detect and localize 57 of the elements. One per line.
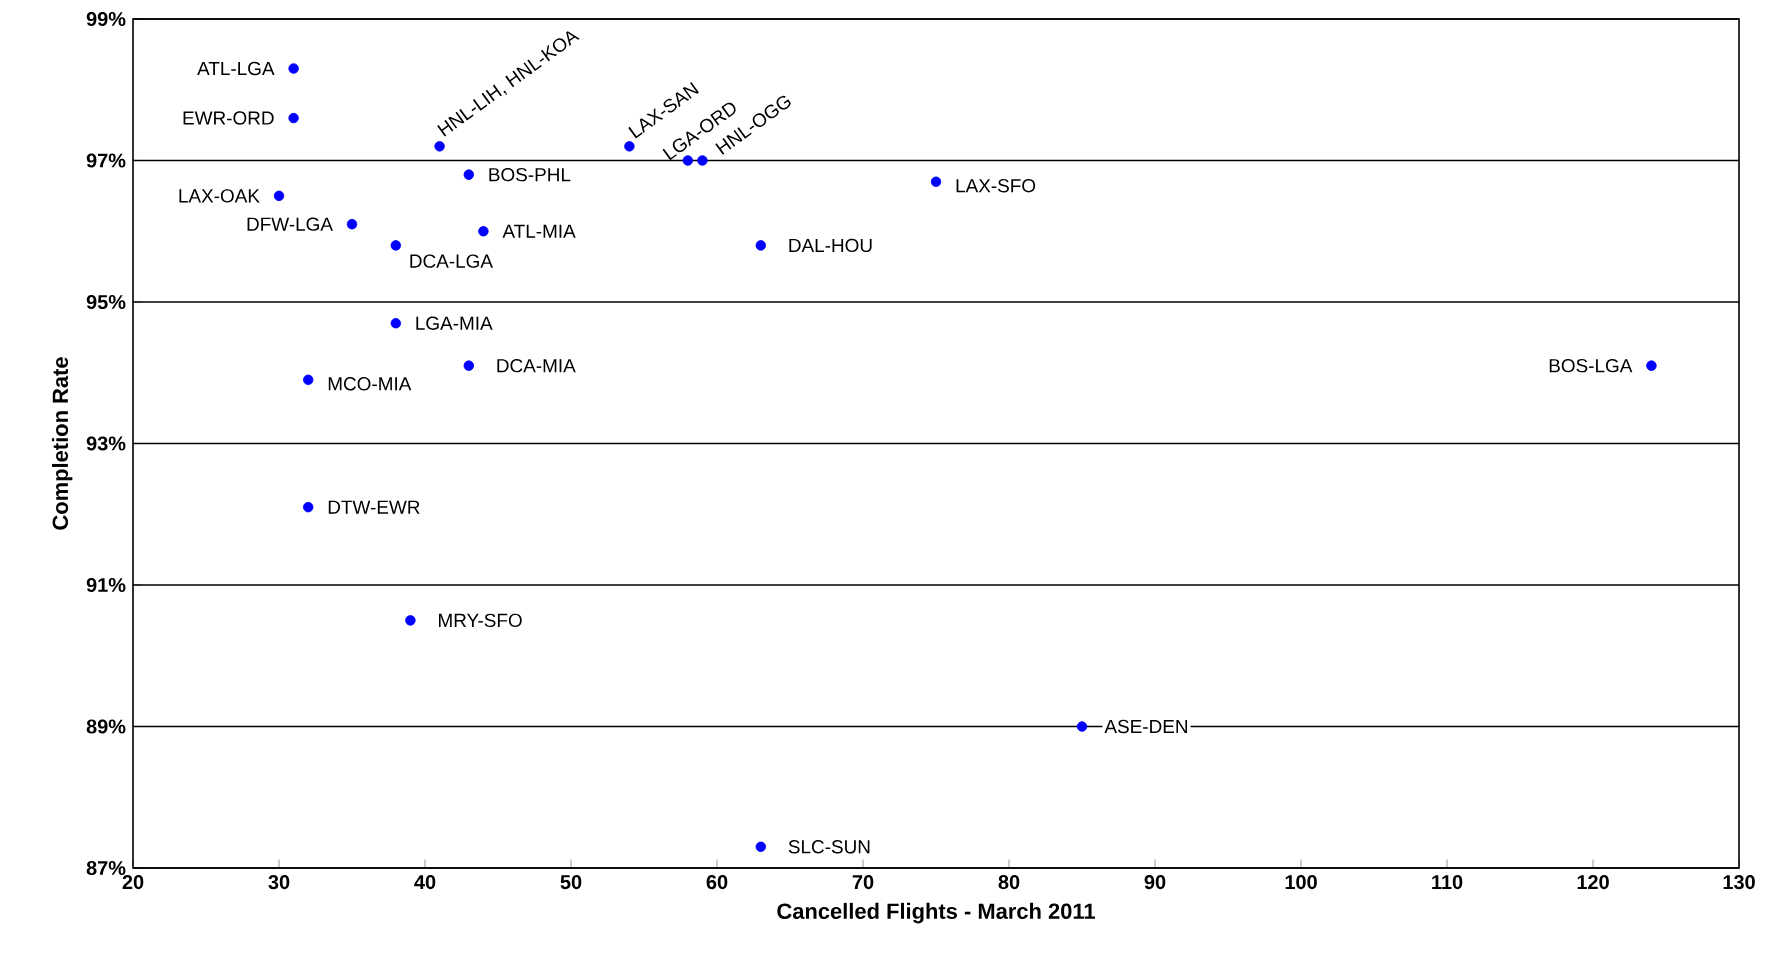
x-tick-label: 50 — [560, 875, 582, 890]
annotation: DFW-LGA — [247, 217, 333, 231]
x-axis-title: Cancelled Flights - March 2011 — [777, 902, 1095, 924]
point — [624, 141, 635, 152]
annotation: EWR-ORD — [183, 111, 274, 125]
y-tick-label: 91% — [86, 577, 126, 593]
x-tick-label: 80 — [998, 875, 1020, 890]
annotation: DTW-EWR — [328, 500, 420, 514]
annotation: MCO-MIA — [328, 377, 412, 391]
x-tick-label: 70 — [852, 875, 874, 890]
y-axis-title: Completion Rate — [51, 357, 73, 530]
annotation: SLC-SUN — [788, 840, 870, 854]
point — [463, 169, 475, 180]
point — [273, 190, 285, 202]
y-tick-label: 95% — [86, 294, 126, 310]
point — [303, 501, 314, 513]
point — [288, 63, 299, 74]
y-tick-label: 97% — [86, 153, 126, 168]
annotation: LGA-MIA — [416, 316, 493, 330]
point — [755, 841, 767, 852]
annotation: BOS-LGA — [1549, 358, 1633, 373]
x-tick-label: 40 — [414, 875, 436, 890]
annotation: ATL-MIA — [502, 224, 576, 238]
x-tick-label: 30 — [268, 875, 290, 890]
annotation: LAX-SFO — [956, 179, 1036, 193]
x-tick-label: 100 — [1285, 875, 1317, 890]
point — [463, 360, 475, 371]
x-tick-label: 20 — [122, 875, 144, 890]
point — [930, 176, 942, 187]
y-tick-label: 87% — [86, 860, 126, 876]
annotation: ATL-LGA — [197, 61, 275, 76]
point — [288, 112, 299, 124]
point — [434, 141, 445, 152]
annotation: DAL-HOU — [789, 238, 872, 253]
point — [1646, 360, 1657, 371]
point — [755, 240, 767, 251]
annotation: LAX-OAK — [179, 189, 260, 203]
y-tick-label: 99% — [86, 11, 126, 27]
y-tick-label: 93% — [86, 436, 126, 451]
annotation: ASE-DEN — [1104, 719, 1187, 734]
point — [405, 615, 416, 626]
x-tick-label: 130 — [1723, 875, 1755, 890]
point — [478, 226, 489, 237]
point — [303, 374, 314, 386]
x-tick-label: 110 — [1432, 875, 1463, 890]
point — [346, 218, 358, 230]
x-tick-label: 60 — [706, 875, 728, 890]
annotation: DCA-MIA — [497, 358, 576, 373]
point — [390, 318, 401, 329]
annotation: MRY-SFO — [439, 613, 522, 628]
y-tick-label: 89% — [86, 719, 126, 734]
x-tick-label: 120 — [1577, 875, 1609, 890]
point — [1076, 721, 1088, 732]
annotation: DCA-LGA — [410, 254, 493, 268]
point — [390, 240, 401, 251]
annotation: BOS-PHL — [489, 167, 571, 182]
x-tick-label: 90 — [1144, 875, 1166, 890]
